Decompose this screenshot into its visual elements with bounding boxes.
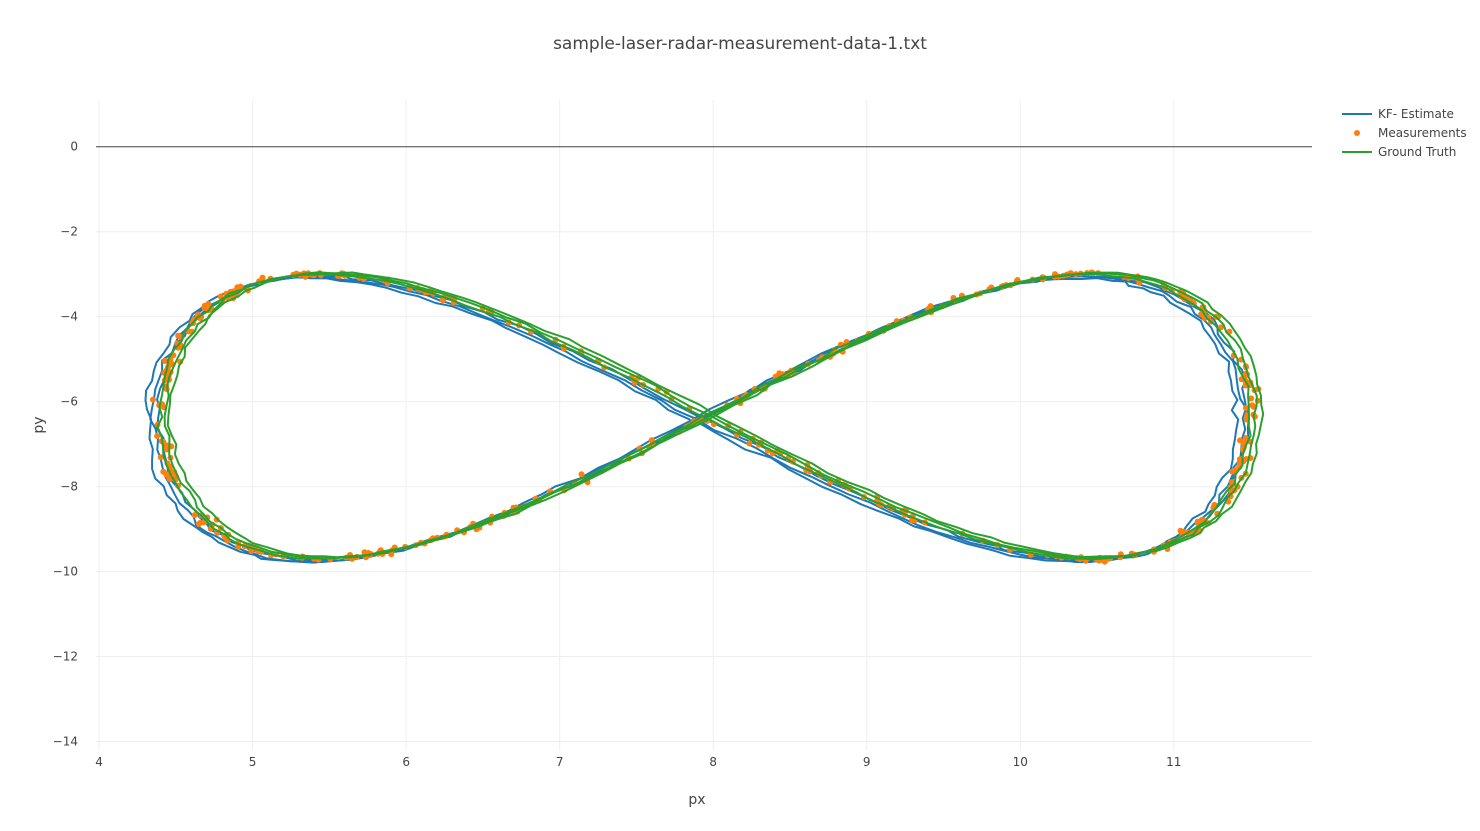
measurement-point (195, 521, 202, 527)
x-tick-label: 5 (249, 755, 257, 769)
legend-label: Measurements (1378, 126, 1467, 140)
legend-item[interactable]: KF- Estimate (1342, 107, 1454, 121)
legend-item[interactable]: Ground Truth (1342, 145, 1456, 159)
y-tick-label: −14 (53, 735, 78, 749)
measurement-point (259, 274, 266, 281)
x-tick-label: 9 (863, 755, 871, 769)
legend-marker-icon (1354, 130, 1360, 136)
series-ground-truth (156, 271, 1265, 561)
series-line (156, 272, 1252, 561)
axis-ticks: 4 5 6 7 8 9 10 11 0 −2 −4 −6 −8 −10 −12 −14 (53, 140, 1182, 769)
x-tick-label: 7 (556, 755, 564, 769)
measurement-point (1177, 527, 1184, 534)
measurement-point (1249, 402, 1256, 409)
measurement-point (388, 551, 395, 558)
measurement-point (746, 440, 753, 447)
measurement-point (1242, 405, 1249, 411)
measurement-point (149, 396, 156, 403)
grid (96, 100, 1312, 750)
series-line (166, 271, 1265, 559)
measurement-point (191, 512, 198, 518)
legend-item[interactable]: Measurements (1354, 126, 1467, 140)
y-tick-label: −12 (53, 650, 78, 664)
measurement-point (154, 433, 161, 439)
measurement-point (1237, 437, 1243, 444)
legend: KF- Estimate Measurements Ground Truth (1342, 107, 1467, 159)
measurement-point (157, 454, 164, 461)
legend-label: KF- Estimate (1378, 107, 1454, 121)
measurement-point (1218, 324, 1224, 331)
y-tick-label: 0 (70, 140, 78, 154)
x-tick-label: 8 (709, 755, 717, 769)
y-tick-label: −8 (60, 480, 78, 494)
x-tick-label: 6 (402, 755, 410, 769)
measurement-point (1236, 459, 1243, 466)
series-line (163, 271, 1258, 560)
legend-label: Ground Truth (1378, 145, 1456, 159)
y-tick-label: −10 (53, 565, 78, 579)
x-tick-label: 11 (1166, 755, 1181, 769)
measurement-point (205, 301, 212, 308)
y-tick-label: −4 (60, 310, 78, 324)
measurement-point (1194, 518, 1201, 525)
chart-title: sample-laser-radar-measurement-data-1.tx… (553, 34, 927, 54)
x-axis-title: px (688, 792, 705, 808)
x-tick-label: 4 (95, 755, 103, 769)
plot-area (144, 269, 1265, 565)
measurement-point (161, 358, 168, 364)
measurement-point (578, 471, 585, 478)
y-tick-label: −6 (60, 395, 78, 409)
x-tick-label: 10 (1013, 755, 1028, 769)
y-tick-label: −2 (60, 225, 78, 239)
measurement-point (1242, 435, 1249, 441)
y-axis-title: py (31, 416, 47, 433)
measurement-point (1248, 395, 1255, 402)
